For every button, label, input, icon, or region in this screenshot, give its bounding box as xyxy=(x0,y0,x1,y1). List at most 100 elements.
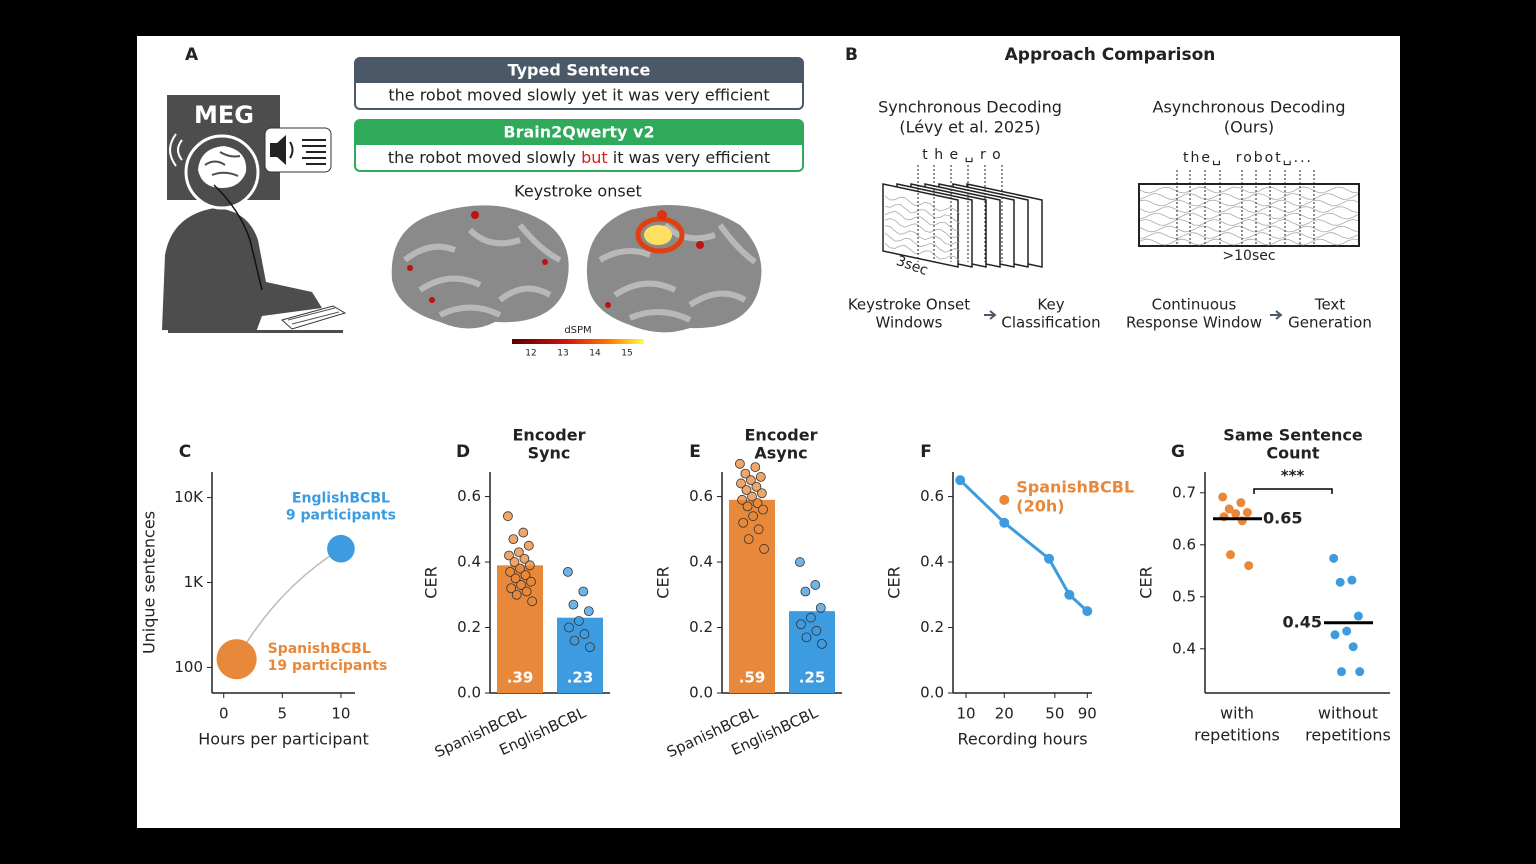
decoded-text: the robot moved slowly xyxy=(388,148,581,167)
participant-point xyxy=(810,580,821,590)
signal-trace xyxy=(1139,219,1358,226)
participant-point xyxy=(737,494,747,505)
x-tick-label: with xyxy=(1220,704,1254,723)
brain-maps xyxy=(391,205,762,333)
participant-point xyxy=(585,642,595,653)
participant-point xyxy=(1353,611,1363,621)
participant-point xyxy=(1348,642,1358,652)
chart-subtitle: Count xyxy=(1266,444,1320,463)
colorbar-tick: 12 xyxy=(525,349,536,359)
participant-point xyxy=(1231,509,1241,519)
chart-subtitle: Async xyxy=(754,444,807,463)
panel-label: E xyxy=(689,442,701,462)
signal-trace xyxy=(1139,232,1358,239)
series-name: SpanishBCBL xyxy=(268,641,371,657)
participant-point xyxy=(515,563,525,574)
chart-title: Encoder xyxy=(513,426,586,445)
window-length: >10sec xyxy=(1222,248,1275,264)
participant-point xyxy=(516,580,526,590)
y-tick-label: 0.0 xyxy=(689,684,713,702)
y-tick-label: 0.4 xyxy=(689,553,713,571)
sync-windows xyxy=(882,165,1043,268)
panel-label: F xyxy=(920,442,932,462)
participant-point xyxy=(740,468,751,479)
panel-label: B xyxy=(845,45,858,65)
approach-subtitle: (Ours) xyxy=(1224,118,1274,137)
series-label: (20h) xyxy=(1016,496,1064,515)
x-tick-label: 50 xyxy=(1045,705,1064,723)
decoded-error: but xyxy=(581,148,608,167)
participant-point xyxy=(1342,626,1352,636)
approach-title: Asynchronous Decoding xyxy=(1153,98,1346,117)
participant-point xyxy=(504,550,514,561)
participant-point xyxy=(511,589,522,600)
participant-point xyxy=(521,586,532,597)
x-axis-label: Hours per participant xyxy=(198,730,369,749)
signal-trace xyxy=(1139,212,1358,220)
x-tick-label: repetitions xyxy=(1194,726,1280,745)
participant-point xyxy=(574,616,584,626)
participant-point xyxy=(1226,550,1235,560)
y-tick-label: 100 xyxy=(174,658,203,676)
series-name: SpanishBCBL xyxy=(1016,477,1134,496)
participant-point xyxy=(1337,667,1346,677)
participant-point xyxy=(817,638,827,649)
y-axis-label: CER xyxy=(885,566,904,598)
signal-trace xyxy=(884,225,961,246)
point xyxy=(1082,606,1093,617)
key-sequence: the␣ robot␣... xyxy=(1183,150,1313,166)
participant-point xyxy=(578,586,589,597)
participant-point xyxy=(1335,577,1345,587)
x-tick-label: 0 xyxy=(219,705,229,723)
approach-title: Synchronous Decoding xyxy=(878,98,1062,117)
y-tick-label: 0.2 xyxy=(920,618,944,636)
signal-trace xyxy=(884,203,961,224)
step-label: Keystroke Onset xyxy=(848,296,970,314)
colorbar-label: dSPM xyxy=(564,325,591,336)
participant-point xyxy=(583,606,594,617)
participant-point xyxy=(563,566,573,577)
y-tick-label: 0.4 xyxy=(1172,639,1196,657)
y-tick-label: 0.0 xyxy=(920,684,944,702)
y-axis-label: CER xyxy=(1137,566,1156,598)
participant-point xyxy=(1224,504,1234,514)
step-label: Windows xyxy=(876,314,943,332)
signal-trace xyxy=(884,232,961,253)
point xyxy=(955,475,966,486)
participant-point xyxy=(815,602,826,613)
participant-point xyxy=(509,557,520,567)
participant-point xyxy=(514,547,524,558)
approach-subtitle: (Lévy et al. 2025) xyxy=(899,118,1040,137)
participant-point xyxy=(796,619,806,630)
panel-label: D xyxy=(456,442,470,462)
colorbar-tick: 13 xyxy=(557,349,568,359)
x-tick-label: repetitions xyxy=(1305,726,1391,745)
participant-point xyxy=(738,517,749,528)
participant-point xyxy=(506,583,517,594)
participant-point xyxy=(748,511,758,522)
bar xyxy=(557,617,603,693)
participant-point xyxy=(564,622,574,633)
step-label: Key xyxy=(1037,296,1064,314)
participant-point xyxy=(742,501,753,512)
typed-header xyxy=(355,58,803,83)
point xyxy=(1064,589,1075,600)
decoded-text: it was very efficient xyxy=(608,148,770,167)
participant-point xyxy=(526,576,536,587)
y-tick-label: 0.4 xyxy=(920,553,944,571)
participant-point xyxy=(811,625,822,636)
participant-point xyxy=(747,491,757,502)
chart-title: Encoder xyxy=(745,426,818,445)
participant-point xyxy=(527,596,537,607)
participant-point xyxy=(755,472,766,482)
decoded-title: Brain2Qwerty v2 xyxy=(503,123,654,142)
window-card xyxy=(882,183,959,268)
bar xyxy=(729,499,775,693)
significance-label: *** xyxy=(1281,467,1305,485)
participant-point xyxy=(801,632,812,643)
step-label: Generation xyxy=(1288,314,1372,332)
x-tick-label: 20 xyxy=(995,705,1014,723)
participant-point xyxy=(758,504,768,515)
participant-point xyxy=(741,485,752,495)
participant-point xyxy=(1218,492,1228,502)
